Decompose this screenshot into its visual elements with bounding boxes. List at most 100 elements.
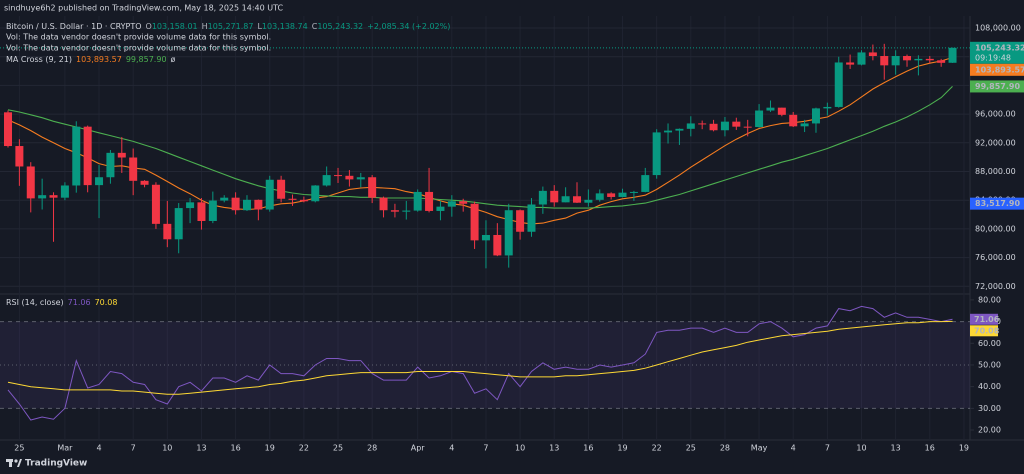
- volume-note: Vol: The data vendor doesn't provide vol…: [6, 33, 271, 42]
- rsi-value: 70.08: [95, 298, 118, 307]
- candle-body: [641, 175, 650, 192]
- marker-tag: [970, 197, 1024, 210]
- candle-body: [709, 123, 718, 131]
- candle-body: [777, 107, 786, 115]
- candle-body: [311, 185, 320, 202]
- candle-body: [117, 152, 126, 158]
- y-tick-label: 20.00: [978, 426, 1001, 435]
- x-tick-label: 7: [131, 444, 136, 453]
- candle-body: [789, 114, 798, 127]
- candle-body: [15, 146, 24, 167]
- candle-body: [436, 206, 445, 211]
- y-tick-label: 108,000.00: [975, 24, 1021, 33]
- candle-body: [425, 191, 434, 211]
- candle-body: [595, 193, 604, 200]
- candle-body: [629, 191, 638, 193]
- footer-logo: [6, 459, 22, 467]
- x-tick-label: 7: [825, 444, 830, 453]
- candle-body: [925, 58, 934, 61]
- candle-body: [254, 199, 263, 210]
- x-tick-label: 4: [449, 444, 454, 453]
- x-tick-label: 13: [891, 444, 901, 453]
- candle-body: [732, 121, 741, 127]
- candle-body: [129, 157, 138, 181]
- candle-body: [743, 126, 752, 128]
- candle-body: [846, 62, 855, 65]
- volume-note: Vol: The data vendor doesn't provide vol…: [6, 44, 271, 53]
- x-tick-label: 16: [583, 444, 593, 453]
- candle-body: [447, 201, 456, 207]
- candle-body: [493, 234, 502, 256]
- y-tick-label: 50.00: [978, 360, 1001, 369]
- y-tick-label: 60.00: [978, 339, 1001, 348]
- last-price-tag: [970, 41, 1024, 64]
- y-tick-label: 76,000.00: [975, 253, 1016, 262]
- candle-body: [766, 107, 775, 111]
- rsi-line: [7, 305, 953, 421]
- candle-body: [95, 177, 104, 186]
- y-tick-label: 80,000.00: [975, 224, 1016, 233]
- x-tick-label: 19: [265, 444, 275, 453]
- marker-tag-label: 83,517.90: [975, 199, 1020, 208]
- candle-body: [220, 197, 229, 201]
- rsi-tag-label: 71.06: [974, 315, 1000, 324]
- y-tick-label: 88,000.00: [975, 167, 1016, 176]
- candle-body: [527, 204, 536, 232]
- ma-legend: MA Cross (9, 21) 103,893.57 99,857.90 ø: [6, 55, 176, 64]
- symbol-title: Bitcoin / U.S. Dollar · 1D · CRYPTO: [6, 22, 142, 31]
- candle-body: [459, 201, 468, 204]
- y-tick-label: 92,000.00: [975, 138, 1016, 147]
- ohlc-key: O: [146, 22, 152, 31]
- x-tick-label: Apr: [411, 444, 426, 453]
- y-tick-label: 96,000.00: [975, 110, 1016, 119]
- candle-body: [379, 197, 388, 211]
- x-tick-label: 16: [231, 444, 241, 453]
- ma-value: 99,857.90: [126, 55, 167, 64]
- candle-body: [618, 192, 627, 197]
- candle-body: [823, 106, 832, 109]
- candle-body: [937, 60, 946, 63]
- x-tick-label: 19: [959, 444, 969, 453]
- x-tick-label: 4: [791, 444, 796, 453]
- candle-body: [948, 47, 957, 63]
- candle-body: [903, 56, 912, 61]
- candle-body: [857, 52, 866, 65]
- y-tick-label: 80.00: [978, 295, 1001, 304]
- candle-body: [504, 210, 513, 256]
- x-tick-label: 13: [196, 444, 206, 453]
- candle-body: [390, 210, 399, 212]
- candle-body: [561, 196, 570, 203]
- ohlc-key: C: [312, 22, 318, 31]
- candle-body: [38, 195, 47, 199]
- rsi-tag-label: 70.08: [974, 326, 1000, 335]
- rsi-tag: [970, 325, 998, 337]
- candle-body: [356, 177, 365, 180]
- candle-body: [720, 121, 729, 131]
- candle-body: [686, 123, 695, 129]
- candle-body: [834, 62, 843, 107]
- ma-tag: [970, 63, 1024, 76]
- x-tick-label: 4: [96, 444, 101, 453]
- x-tick-label: 28: [367, 444, 377, 453]
- candle-body: [265, 179, 274, 210]
- y-tick-label: 72,000.00: [975, 282, 1016, 291]
- ma-line: [7, 86, 953, 209]
- candle-body: [675, 128, 684, 131]
- ma-tag-label: 99,857.90: [975, 82, 1020, 91]
- candle-body: [106, 152, 115, 178]
- rsi-line: [7, 320, 953, 395]
- x-tick-label: May: [751, 444, 768, 453]
- x-tick-label: 28: [720, 444, 730, 453]
- candle-body: [368, 177, 377, 198]
- candle-body: [26, 166, 35, 199]
- ma-value: 103,893.57: [76, 55, 122, 64]
- ohlc-value: 103,158.01: [152, 22, 198, 31]
- x-tick-label: 22: [299, 444, 309, 453]
- candle-body: [538, 190, 547, 205]
- x-tick-label: 13: [549, 444, 559, 453]
- candle-body: [197, 202, 206, 221]
- ohlc-value: 105,271.87: [208, 22, 254, 31]
- candle-body: [322, 175, 331, 186]
- ohlc-key: L: [257, 22, 262, 31]
- symbol-legend: Bitcoin / U.S. Dollar · 1D · CRYPTO O103,…: [6, 22, 450, 31]
